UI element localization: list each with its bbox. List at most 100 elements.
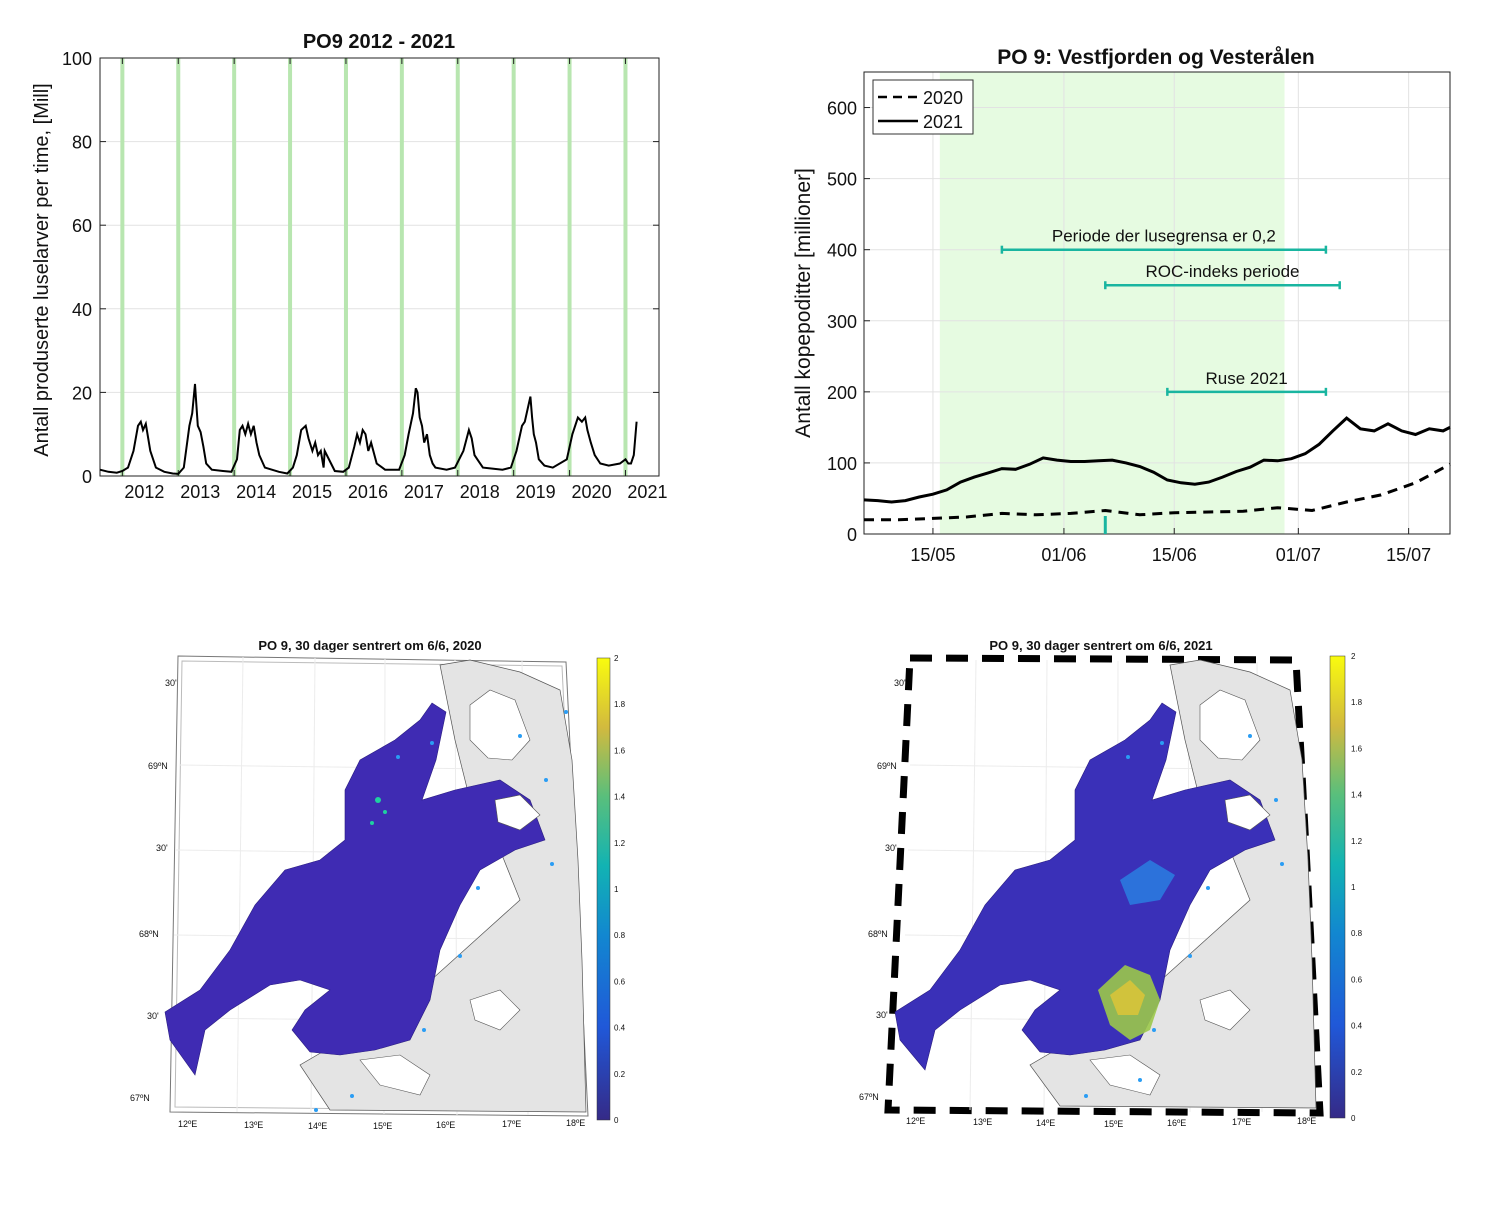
colorbar-tick-label: 1.6 xyxy=(614,746,626,755)
map1-title: PO 9, 30 dager sentrert om 6/6, 2020 xyxy=(258,638,481,653)
x-tick-label: 01/06 xyxy=(1041,545,1086,565)
colorbar-tick-label: 0 xyxy=(1351,1114,1356,1123)
map2-lat-label: 30' xyxy=(894,678,906,688)
x-tick-label: 15/07 xyxy=(1386,545,1431,565)
map1-lat-label: 67ºN xyxy=(130,1093,150,1103)
x-tick-label: 2012 xyxy=(124,482,164,502)
y-tick-label: 400 xyxy=(827,241,857,261)
map1-lon-labels: 12ºE 13ºE 14ºE 15ºE 16ºE 17ºE 18ºE xyxy=(178,1118,585,1131)
map2-lat-label: 30' xyxy=(885,843,897,853)
colorbar-tick-label: 1 xyxy=(1351,883,1356,892)
map2-fjord-hotspot-core xyxy=(1110,980,1145,1015)
x-tick-label: 2015 xyxy=(292,482,332,502)
map2-lon-label: 16ºE xyxy=(1167,1118,1186,1128)
map2-lon-label: 14ºE xyxy=(1036,1118,1055,1128)
map2-lon-label: 15ºE xyxy=(1104,1119,1123,1129)
x-tick-label: 2013 xyxy=(180,482,220,502)
y-tick-label: 500 xyxy=(827,170,857,190)
legend-label-2021: 2021 xyxy=(923,112,963,132)
map2-colorbar xyxy=(1329,655,1346,1119)
map1-sea-fjords xyxy=(164,702,546,1076)
map1-lon-label: 12ºE xyxy=(178,1119,197,1129)
map2-lon-label: 17ºE xyxy=(1232,1117,1251,1127)
map1-lon-label: 18ºE xyxy=(566,1118,585,1128)
season-band xyxy=(288,58,293,476)
map2-lat-labels: 30' 69ºN 30' 68ºN 30' 67ºN xyxy=(859,678,906,1102)
season-band xyxy=(399,58,404,476)
y-tick-label: 0 xyxy=(82,467,92,487)
season-band xyxy=(455,58,460,476)
season-band xyxy=(343,58,348,476)
season-band xyxy=(176,58,181,476)
colorbar-tick-label: 0.6 xyxy=(614,977,626,986)
x-tick-label: 01/07 xyxy=(1276,545,1321,565)
colorbar-tick-label: 1.2 xyxy=(1351,837,1363,846)
map1-lat-label: 30' xyxy=(147,1011,159,1021)
colorbar-tick-label: 0.4 xyxy=(1351,1022,1363,1031)
map2-lat-label: 69ºN xyxy=(877,761,897,771)
map2-title: PO 9, 30 dager sentrert om 6/6, 2021 xyxy=(989,638,1212,653)
colorbar-tick-label: 0.8 xyxy=(614,931,626,940)
map2-fjord-elevated xyxy=(1120,860,1175,905)
chart2-title: PO 9: Vestfjorden og Vesterålen xyxy=(997,46,1314,69)
chart2-legend: 2020 2021 xyxy=(872,79,974,135)
y-tick-label: 20 xyxy=(72,383,92,403)
colorbar-tick-label: 1.4 xyxy=(1351,791,1363,800)
annotation-label: ROC-indeks periode xyxy=(1145,262,1299,281)
y-tick-label: 40 xyxy=(72,300,92,320)
map-2020: PO 9, 30 dager sentrert om 6/6, 2020 xyxy=(130,638,626,1131)
map2-lon-label: 18ºE xyxy=(1297,1116,1316,1126)
map2-colorbar-ticks: 2 1.8 1.6 1.4 1.2 1 0.8 0.6 0.4 0.2 0 xyxy=(1351,652,1363,1123)
map-2021: PO 9, 30 dager sentrert om 6/6, 2021 30' xyxy=(859,638,1363,1129)
colorbar-tick-label: 0.4 xyxy=(614,1024,626,1033)
annotation-label: Ruse 2021 xyxy=(1206,369,1288,388)
map2-sea-fjords xyxy=(894,702,1276,1071)
colorbar-tick-label: 2 xyxy=(1351,652,1356,661)
x-tick-label: 2014 xyxy=(236,482,276,502)
chart1-title: PO9 2012 - 2021 xyxy=(303,31,455,53)
series-line-po9 xyxy=(99,383,638,475)
map1-lat-label: 68ºN xyxy=(139,929,159,939)
colorbar-tick-label: 2 xyxy=(614,654,619,663)
x-tick-label: 15/05 xyxy=(910,545,955,565)
series-line-2021 xyxy=(863,416,1451,504)
map1-lon-label: 17ºE xyxy=(502,1119,521,1129)
y-tick-label: 60 xyxy=(72,216,92,236)
map1-colorbar xyxy=(596,657,611,1121)
map1-lat-label: 30' xyxy=(165,678,177,688)
chart2-frame xyxy=(863,71,1451,535)
y-tick-label: 600 xyxy=(827,99,857,119)
map1-lat-label: 69ºN xyxy=(148,761,168,771)
chart2-ylabel: Antall kopepoditter [millioner] xyxy=(792,168,815,438)
x-tick-label: 2020 xyxy=(572,482,612,502)
map2-lat-label: 68ºN xyxy=(868,929,888,939)
y-tick-label: 80 xyxy=(72,133,92,153)
y-tick-label: 300 xyxy=(827,312,857,332)
series-line-2020 xyxy=(864,462,1451,522)
x-tick-label: 15/06 xyxy=(1152,545,1197,565)
map1-lon-label: 14ºE xyxy=(308,1121,327,1131)
colorbar-tick-label: 0 xyxy=(614,1116,619,1125)
map1-lon-label: 13ºE xyxy=(244,1120,263,1130)
map2-lakes xyxy=(1089,689,1271,1096)
map2-lat-label: 30' xyxy=(876,1010,888,1020)
map1-farm-markers xyxy=(314,710,568,1112)
colorbar-tick-label: 1.4 xyxy=(614,793,626,802)
x-tick-label: 2017 xyxy=(404,482,444,502)
map1-colorbar-ticks: 2 1.8 1.6 1.4 1.2 1 0.8 0.6 0.4 0.2 0 xyxy=(614,654,626,1125)
map2-lat-label: 67ºN xyxy=(859,1092,879,1102)
legend-label-2020: 2020 xyxy=(923,88,963,108)
map1-lat-labels: 30' 69ºN 30' 68ºN 30' 67ºN xyxy=(130,678,177,1103)
colorbar-tick-label: 1.6 xyxy=(1351,744,1363,753)
x-tick-label: 2021 xyxy=(627,482,667,502)
x-tick-label: 2016 xyxy=(348,482,388,502)
y-tick-label: 0 xyxy=(847,525,857,545)
map1-hotspots xyxy=(370,797,387,825)
x-tick-label: 2019 xyxy=(516,482,556,502)
shaded-region xyxy=(939,72,1285,534)
legend-box xyxy=(872,79,974,135)
y-tick-label: 100 xyxy=(827,454,857,474)
chart-po9-2012-2021: PO9 2012 - 2021 Antall produserte lusela… xyxy=(31,31,667,502)
map2-lon-labels: 12ºE 13ºE 14ºE 15ºE 16ºE 17ºE 18ºE xyxy=(906,1116,1316,1129)
